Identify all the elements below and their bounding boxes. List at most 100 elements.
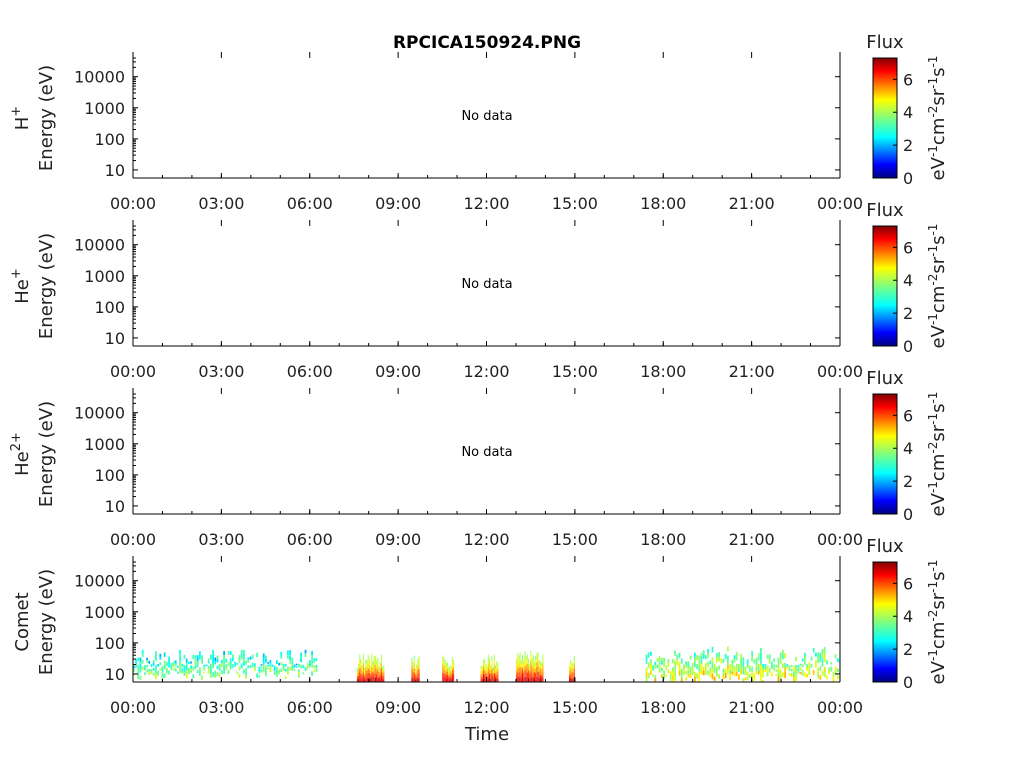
y-tick-label: 100 (94, 466, 125, 485)
burst-6 (516, 650, 544, 682)
flux-cell (652, 674, 654, 677)
flux-cell (536, 677, 538, 682)
flux-cell (687, 667, 690, 671)
flux-cell (137, 664, 140, 669)
flux-cell (416, 679, 418, 682)
flux-cell (212, 654, 214, 660)
flux-cell (232, 657, 234, 662)
flux-cell (658, 656, 661, 661)
x-tick-label: 00:00 (110, 698, 156, 717)
flux-cell (300, 652, 302, 656)
x-tick-label: 03:00 (198, 698, 244, 717)
unit-base: sr (928, 88, 949, 105)
colorbar-tick-label: 4 (903, 439, 913, 458)
flux-cell (260, 670, 263, 673)
flux-cell (300, 664, 302, 669)
flux-cell (764, 664, 767, 667)
flux-cell (572, 662, 574, 667)
flux-cell (530, 676, 532, 682)
flux-cell (537, 657, 539, 663)
flux-cell (238, 655, 241, 660)
flux-cell (223, 669, 225, 674)
flux-cell (804, 672, 806, 677)
flux-cell (540, 678, 541, 682)
flux-cell (416, 673, 418, 677)
flux-cell (218, 672, 221, 676)
flux-cell (804, 656, 806, 661)
flux-cell (302, 672, 305, 675)
flux-cell (295, 663, 298, 666)
flux-cell (141, 653, 144, 657)
flux-cell (716, 671, 718, 677)
flux-cell (518, 655, 520, 661)
flux-cell (225, 658, 228, 661)
x-ticks: 00:00 03:00 06:00 09:00 12:00 15:00 18:00 21:00… (110, 220, 863, 381)
flux-cell (159, 662, 162, 666)
colorbar-gradient (872, 225, 898, 347)
colorbar-unit-label: eV-1cm-2sr-1s-1 (926, 224, 949, 349)
flux-cell (691, 662, 694, 668)
flux-cell (687, 664, 690, 668)
flux-cell (481, 671, 483, 675)
flux-cell (291, 668, 294, 671)
flux-cell (573, 655, 575, 661)
flux-cell (276, 670, 278, 674)
flux-cell (536, 672, 538, 678)
flux-cell (485, 676, 487, 680)
flux-cell (821, 653, 824, 658)
flux-cell (163, 652, 166, 657)
flux-cell (757, 670, 760, 675)
flux-cell (177, 671, 179, 674)
colorbar-tick-label: 6 (903, 406, 913, 425)
flux-cell (304, 667, 307, 671)
flux-cell (183, 668, 186, 673)
flux-cell (716, 657, 718, 663)
flux-cell (753, 659, 756, 664)
flux-cell (362, 654, 364, 659)
x-tick-label: 21:00 (729, 194, 775, 213)
unit-base: cm (928, 454, 949, 481)
panel-1: 00:00 03:00 06:00 09:00 12:00 15:00 18:00 21:00… (9, 32, 949, 213)
flux-cell (751, 672, 753, 678)
flux-cell (815, 659, 817, 664)
flux-cell (485, 679, 487, 682)
flux-cell (166, 671, 168, 674)
flux-cell (265, 665, 267, 670)
flux-cell (243, 669, 245, 674)
flux-cell (229, 661, 232, 666)
flux-cell (782, 649, 784, 655)
flux-cell (487, 668, 489, 673)
flux-cell (685, 677, 687, 681)
flux-cell (490, 664, 492, 668)
flux-cell (445, 669, 447, 673)
flux-cell (360, 670, 362, 675)
flux-cell (658, 664, 661, 669)
y-tick-label: 10000 (74, 68, 125, 87)
flux-cell (370, 670, 372, 674)
flux-cell (484, 658, 486, 663)
flux-cell (534, 668, 535, 673)
unit-base: eV (928, 660, 949, 684)
y-tick-label: 10000 (74, 236, 125, 255)
flux-cell (380, 654, 382, 660)
flux-cell (379, 665, 381, 670)
flux-cell (376, 667, 378, 672)
flux-cell (784, 667, 786, 673)
flux-cell (223, 651, 225, 656)
flux-cell (448, 667, 450, 671)
flux-cell (806, 667, 808, 671)
flux-cell (773, 658, 775, 662)
flux-cell (531, 665, 533, 671)
flux-cell (218, 666, 221, 669)
flux-cell (278, 662, 280, 666)
unit-exponent: -1 (926, 56, 940, 68)
flux-cell (757, 667, 760, 671)
burst-1 (133, 649, 318, 681)
flux-cell (442, 659, 444, 665)
flux-cell (367, 664, 369, 669)
flux-cell (528, 658, 529, 663)
flux-cell (449, 673, 451, 677)
flux-cell (658, 660, 661, 665)
